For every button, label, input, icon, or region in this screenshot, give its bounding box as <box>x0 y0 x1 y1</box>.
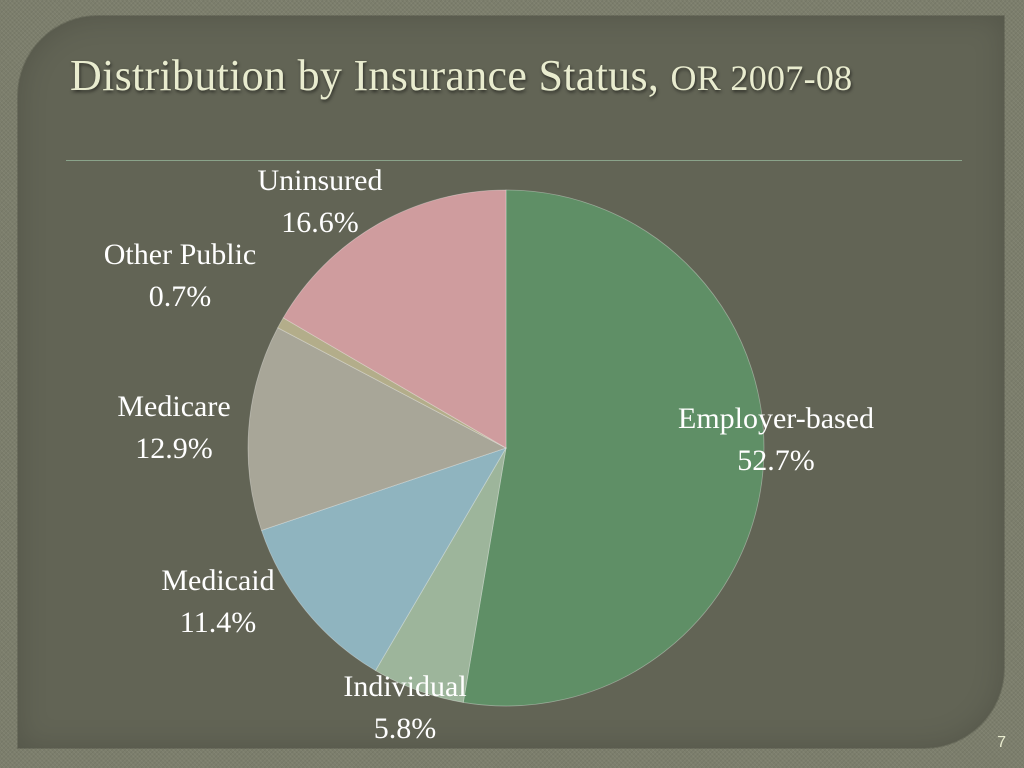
pie-slice-other_public <box>277 317 507 449</box>
slice-label-other-public-name: Other Public <box>103 238 257 271</box>
pie-slice-medicaid <box>260 447 507 672</box>
pie-slice-medicare <box>247 327 508 531</box>
slice-label-employer-name: Employer-based <box>678 402 874 435</box>
title-main: Distribution by Insurance Status, <box>70 51 660 100</box>
pie-slice-uninsured <box>282 189 507 449</box>
slice-label-other-public: Other Public 0.7% <box>104 234 256 318</box>
slide-title: Distribution by Insurance Status, OR 200… <box>70 50 852 101</box>
page-number: 7 <box>997 734 1006 751</box>
slice-label-individual-name: Individual <box>343 670 467 703</box>
slice-label-medicare-value: 12.9% <box>135 432 213 465</box>
slice-label-medicaid-value: 11.4% <box>179 606 257 639</box>
slice-label-employer-value: 52.7% <box>737 444 815 477</box>
title-year: OR 2007-08 <box>670 58 853 98</box>
pie-slice-employer <box>462 189 765 707</box>
slice-label-uninsured-name: Uninsured <box>257 164 383 197</box>
slice-label-medicare: Medicare 12.9% <box>117 386 230 470</box>
slice-label-medicaid: Medicaid 11.4% <box>161 560 274 644</box>
slice-label-individual-value: 5.8% <box>373 712 437 745</box>
slice-label-uninsured: Uninsured 16.6% <box>258 160 383 244</box>
slice-label-medicaid-name: Medicaid <box>161 564 275 597</box>
slice-label-medicare-name: Medicare <box>117 390 231 423</box>
slice-label-individual: Individual 5.8% <box>343 666 466 750</box>
slice-label-employer: Employer-based 52.7% <box>678 398 874 482</box>
slice-label-other-public-value: 0.7% <box>148 280 212 313</box>
slice-label-uninsured-value: 16.6% <box>281 206 359 239</box>
pie-slice-individual <box>374 447 507 703</box>
title-underline <box>66 160 962 161</box>
